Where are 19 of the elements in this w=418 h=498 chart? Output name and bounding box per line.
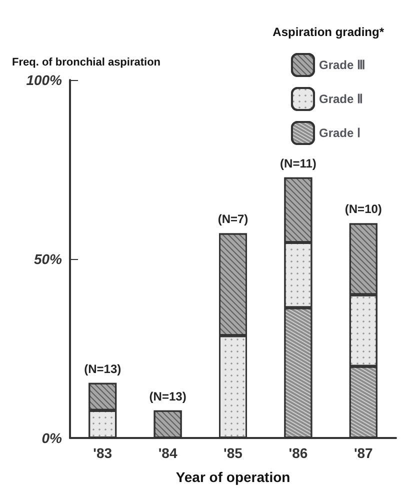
x-tick-label: '84 [158,445,178,461]
legend-title: Aspiration grading* [272,25,384,39]
y-tick-label: 50% [34,251,63,267]
x-tick-label: '87 [354,445,374,461]
x-tick-label: '85 [224,445,243,461]
legend-label: Grade Ⅲ [318,58,365,72]
annotation: (N=7) [218,212,248,226]
y-tick-label: 100% [26,72,63,88]
annotation: (N=13) [149,389,186,404]
annotation: (N=11) [280,156,316,170]
annotation: (N=13) [84,362,122,376]
x-axis-title: Year of operation [176,469,290,485]
y-tick-label: 0% [42,430,63,446]
legend-label: Grade Ⅰ [318,126,361,140]
y-axis-title: Freq. of bronchial aspiration [12,56,161,68]
annotation: (N=10) [344,202,382,216]
x-tick-label: '86 [288,445,308,461]
legend-label: Grade Ⅱ [318,92,363,106]
x-tick-label: '83 [93,445,112,461]
